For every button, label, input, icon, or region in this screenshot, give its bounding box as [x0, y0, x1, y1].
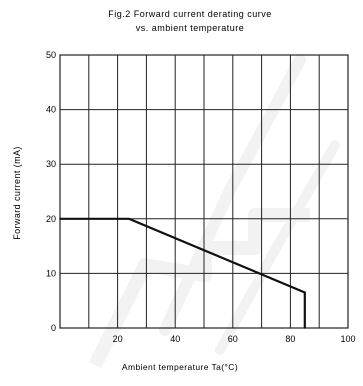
y-tick-label: 30: [46, 159, 56, 169]
data-point: [128, 218, 130, 220]
data-point: [59, 218, 61, 220]
x-tick-label: 60: [228, 334, 238, 344]
data-point: [304, 291, 306, 294]
chart-title: Fig.2 Forward current derating curve: [108, 9, 272, 19]
y-tick-label: 0: [51, 323, 56, 333]
x-tick-label: 80: [285, 334, 295, 344]
y-tick-label: 50: [46, 50, 56, 60]
series-line: [60, 217, 306, 328]
y-tick-label: 40: [46, 105, 56, 115]
chart-subtitle: vs. ambient temperature: [136, 23, 245, 33]
y-tick-label: 10: [46, 268, 56, 278]
x-tick-label: 20: [113, 334, 123, 344]
x-axis-label: Ambient temperature Ta(°C): [122, 362, 238, 372]
grid: [59, 54, 349, 329]
series-layer: [59, 217, 306, 329]
data-point: [304, 327, 306, 329]
tick-labels: 20 40 60 80 100 0 10 20 30 40 50: [46, 50, 356, 344]
y-axis-label: Forward current (mA): [12, 146, 22, 240]
x-tick-label: 40: [170, 334, 180, 344]
x-tick-label: 100: [340, 334, 355, 344]
watermark: [88, 54, 340, 369]
y-tick-label: 20: [46, 214, 56, 224]
